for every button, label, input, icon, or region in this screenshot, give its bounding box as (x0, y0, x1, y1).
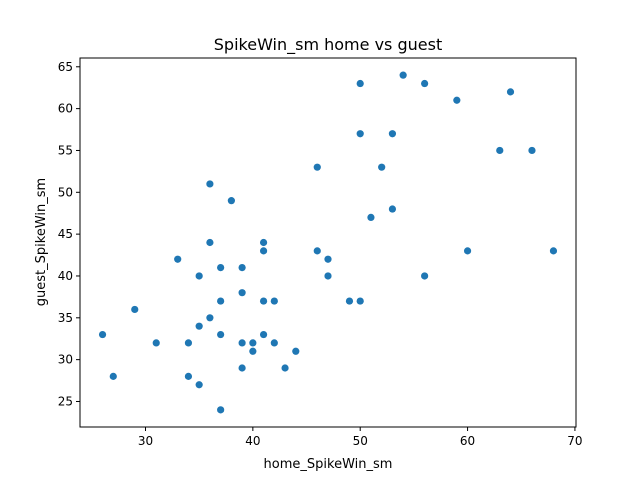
data-point (281, 364, 289, 372)
data-point (152, 339, 160, 347)
data-point (345, 297, 354, 305)
data-point (217, 406, 225, 414)
y-tick-label: 35 (58, 311, 73, 325)
y-tick-label: 30 (58, 353, 73, 367)
y-tick-label: 60 (58, 102, 73, 116)
data-point (227, 197, 235, 205)
data-point (206, 314, 214, 322)
data-point (378, 163, 386, 171)
plot-background (80, 58, 576, 427)
y-tick-label: 25 (58, 394, 73, 408)
plot-frame (79, 57, 577, 428)
data-point (238, 289, 246, 297)
x-tick-label: 50 (353, 434, 368, 448)
data-point (388, 205, 397, 213)
x-axis-label: home_SpikeWin_sm (264, 457, 393, 472)
data-point (217, 264, 225, 272)
y-tick-label: 45 (58, 227, 73, 241)
chart-title: SpikeWin_sm home vs guest (214, 35, 442, 55)
data-point (421, 79, 429, 88)
x-tick-label: 60 (460, 434, 475, 448)
data-point (98, 330, 107, 339)
data-point (238, 339, 246, 347)
data-point (270, 297, 278, 305)
data-point (195, 272, 203, 280)
plot-area (80, 58, 576, 427)
data-point (206, 180, 214, 188)
data-point (206, 238, 214, 247)
data-point (184, 339, 193, 347)
data-point (506, 88, 515, 96)
x-tick-label: 70 (567, 434, 582, 448)
data-point (195, 322, 203, 330)
data-point (356, 130, 364, 138)
data-point (324, 255, 332, 263)
data-point (259, 330, 268, 339)
data-point (259, 297, 268, 305)
y-tick-label: 40 (58, 269, 73, 283)
data-point (249, 339, 257, 347)
data-point (388, 130, 397, 138)
data-point (174, 255, 182, 263)
data-point (109, 372, 117, 380)
x-tick-label: 40 (245, 434, 260, 448)
y-axis: 25 30 35 40 45 50 55 60 65 (58, 60, 80, 408)
data-point (421, 272, 429, 280)
data-point (259, 247, 268, 255)
data-point (463, 247, 472, 255)
data-point (217, 297, 225, 305)
data-point (453, 96, 461, 104)
data-point (292, 347, 300, 355)
data-point (549, 247, 558, 255)
y-tick-label: 55 (58, 143, 73, 157)
data-point (249, 347, 257, 355)
x-axis: 30 40 50 60 70 (138, 427, 583, 448)
data-point (528, 146, 536, 155)
data-point (217, 330, 225, 339)
y-tick-label: 50 (58, 185, 73, 199)
data-point (399, 71, 407, 79)
data-point (356, 297, 364, 305)
x-tick-label: 30 (138, 434, 153, 448)
data-point (324, 272, 332, 280)
data-point (313, 163, 321, 171)
data-point (238, 364, 246, 372)
y-axis-label: guest_SpikeWin_sm (34, 178, 49, 306)
data-point (313, 247, 321, 255)
y-tick-label: 65 (58, 60, 73, 74)
data-point (367, 213, 375, 221)
data-point (184, 372, 193, 380)
data-point (131, 305, 139, 314)
data-point (195, 381, 203, 389)
data-point (259, 238, 268, 247)
data-point (238, 264, 246, 272)
data-point (270, 339, 278, 347)
points-layer (98, 71, 558, 414)
data-point (356, 79, 364, 88)
data-point (496, 146, 504, 155)
